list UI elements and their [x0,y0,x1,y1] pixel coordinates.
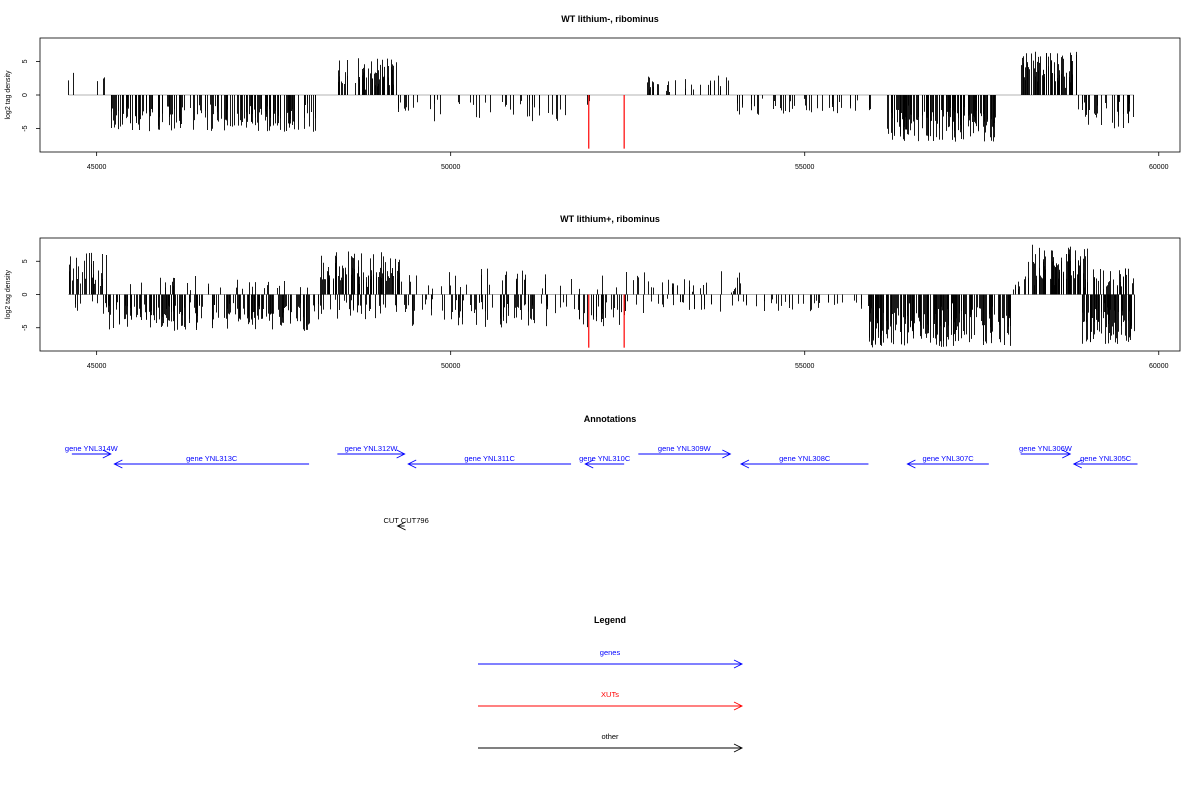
y-axis-label: log2 tag density [5,269,12,319]
annotations-panel: Annotations gene YNL314W gene YNL313C gene … [65,414,1138,531]
arrow-head [1062,449,1072,459]
y-axis-label: log2 tag density [5,70,12,120]
arrow-head [733,743,744,753]
arrow-head [1072,459,1082,469]
gene-label: gene YNL305C [1080,454,1132,463]
gene-arrow [337,449,406,459]
chart-title: WT lithium+, ribominus [560,214,660,224]
arrow-head [733,659,744,669]
x-tick-label: 60000 [1149,164,1169,171]
chart-title: WT lithium-, ribominus [561,14,659,24]
arrow-head [113,459,123,469]
legend-arrow [478,743,744,753]
y-tick-label: 0 [22,292,29,296]
gene-label: gene YNL310C [579,454,631,463]
arrow-head [396,449,406,459]
legend-label: genes [600,648,621,657]
arrow-head [102,449,112,459]
y-tick-label: 5 [22,259,29,263]
gene-arrow [71,449,112,459]
arrow-head [906,459,916,469]
legend-label: other [601,732,619,741]
gene-arrow [739,459,869,469]
x-tick-label: 55000 [795,363,815,370]
gene-arrow [906,459,989,469]
arrow-head [396,521,406,531]
annotations-title: Annotations [584,414,637,424]
gene-arrow [1072,459,1138,469]
gene-label: gene YNL312W [345,444,399,453]
gene-arrow [584,459,625,469]
legend-panel: Legend genes XUTs other [478,615,744,753]
gene-label: gene YNL309W [658,444,712,453]
y-tick-label: -5 [22,325,29,331]
arrow-head [584,459,594,469]
gene-arrow [638,449,732,459]
gene-label: gene YNL306W [1019,444,1073,453]
x-tick-label: 50000 [441,363,461,370]
x-tick-label: 50000 [441,164,461,171]
legend-label: XUTs [601,690,619,699]
y-tick-label: 5 [22,59,29,63]
legend-title: Legend [594,615,626,625]
arrow-head [722,449,732,459]
other-arrow [396,521,406,531]
arrow-head [739,459,750,469]
gene-arrow [113,459,310,469]
x-tick-label: 55000 [795,164,815,171]
arrow-head [733,701,744,711]
gene-arrow [1020,449,1072,459]
legend-arrow [478,659,744,669]
gene-label: gene YNL313C [186,454,238,463]
gene-label: gene YNL308C [779,454,831,463]
y-tick-label: 0 [22,93,29,97]
gene-label: gene YNL311C [464,454,515,463]
x-tick-label: 45000 [87,164,107,171]
y-tick-label: -5 [22,125,29,131]
gene-label: gene YNL307C [923,454,975,463]
other-label: CUT CUT796 [383,516,428,525]
gene-arrow [407,459,572,469]
x-tick-label: 60000 [1149,363,1169,370]
gene-label: gene YNL314W [65,444,119,453]
arrow-head [407,459,417,469]
x-tick-label: 45000 [87,363,107,370]
legend-arrow [478,701,744,711]
